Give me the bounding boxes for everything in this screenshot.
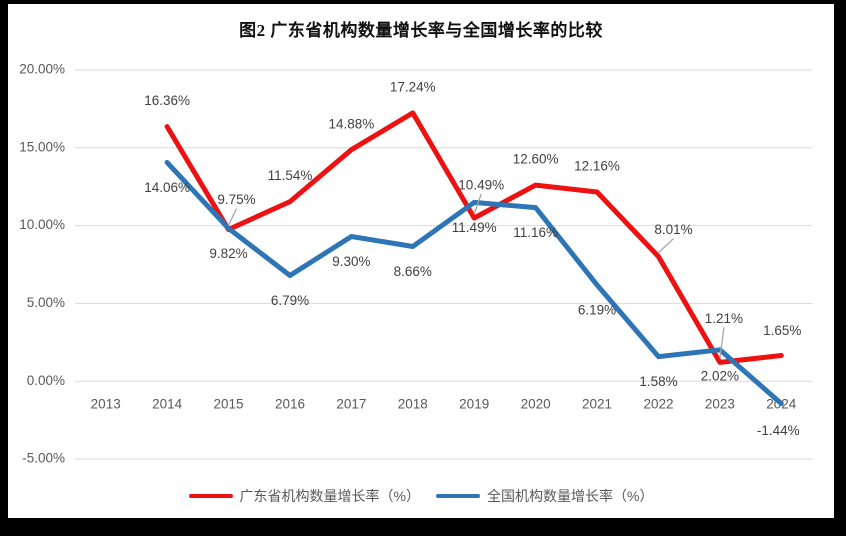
chart-legend: 广东省机构数量增长率（%） 全国机构数量增长率（%） <box>8 486 834 506</box>
data-label: 14.88% <box>329 116 375 131</box>
x-axis-tick-label: 2020 <box>521 397 551 412</box>
data-label: 9.30% <box>332 254 370 269</box>
data-label: 14.06% <box>144 180 190 195</box>
line-chart-canvas: 20.00% 15.00% 10.00% 5.00% 0.00% -5.00% 2013 20… <box>19 62 812 466</box>
data-label: 6.19% <box>578 302 616 317</box>
y-axis-tick-label: 0.00% <box>27 373 65 388</box>
data-label: 8.66% <box>394 264 432 279</box>
data-label-leader-line <box>473 193 482 215</box>
data-label: 1.21% <box>705 311 743 326</box>
chart-title: 图2 广东省机构数量增长率与全国增长率的比较 <box>239 21 603 40</box>
data-label-leader-line <box>227 208 238 226</box>
data-label: -1.44% <box>757 423 800 438</box>
data-label: 2.02% <box>701 368 739 383</box>
data-label: 17.24% <box>390 79 436 94</box>
series-line-guangdong <box>164 110 784 365</box>
y-axis-tick-label: 5.00% <box>27 295 65 310</box>
legend-item-national-series: 全国机构数量增长率（%） <box>436 486 653 506</box>
x-axis-tick-label: 2018 <box>398 397 428 412</box>
data-label: 1.65% <box>763 323 801 338</box>
x-axis-tick-label: 2021 <box>582 397 612 412</box>
data-label: 1.58% <box>639 374 677 389</box>
data-label: 11.49% <box>452 220 497 235</box>
data-label: 11.16% <box>513 225 558 240</box>
data-label: 12.16% <box>574 159 620 174</box>
x-axis-tick-label: 2023 <box>705 397 735 412</box>
data-label: 9.75% <box>217 192 255 207</box>
data-label-leader-line <box>658 238 674 254</box>
x-axis-tick-label: 2016 <box>275 397 305 412</box>
y-axis-tick-label: 20.00% <box>19 62 65 77</box>
data-label: 10.49% <box>458 178 504 193</box>
legend-label-guangdong: 广东省机构数量增长率（%） <box>239 488 420 504</box>
x-axis-tick-label: 2014 <box>152 397 183 412</box>
legend-swatch-red-line <box>188 493 233 499</box>
data-label: 16.36% <box>144 93 190 108</box>
legend-swatch-blue-line <box>436 493 480 499</box>
series-line-national <box>164 159 784 407</box>
y-axis-tick-label: 15.00% <box>19 139 65 154</box>
data-label: 9.82% <box>209 246 247 261</box>
x-axis-tick-label: 2022 <box>643 397 673 412</box>
y-axis-tick-label: 10.00% <box>19 217 65 232</box>
x-axis-tick-label: 2015 <box>213 397 243 412</box>
legend-label-national: 全国机构数量增长率（%） <box>487 488 654 504</box>
y-axis-tick-label: -5.00% <box>22 451 65 466</box>
data-label: 11.54% <box>268 168 313 183</box>
data-label: 12.60% <box>513 152 559 167</box>
data-label: 6.79% <box>271 293 309 308</box>
chart-card: 图2 广东省机构数量增长率与全国增长率的比较 20.00% 15.00% 10.00… <box>8 4 834 518</box>
x-axis-tick-label: 2013 <box>91 397 121 412</box>
x-axis-tick-label: 2017 <box>336 397 366 412</box>
legend-item-guangdong-series: 广东省机构数量增长率（%） <box>188 486 420 506</box>
data-label-leader-line <box>719 327 725 359</box>
data-label: 8.01% <box>654 222 692 237</box>
x-axis-tick-label: 2019 <box>459 397 489 412</box>
